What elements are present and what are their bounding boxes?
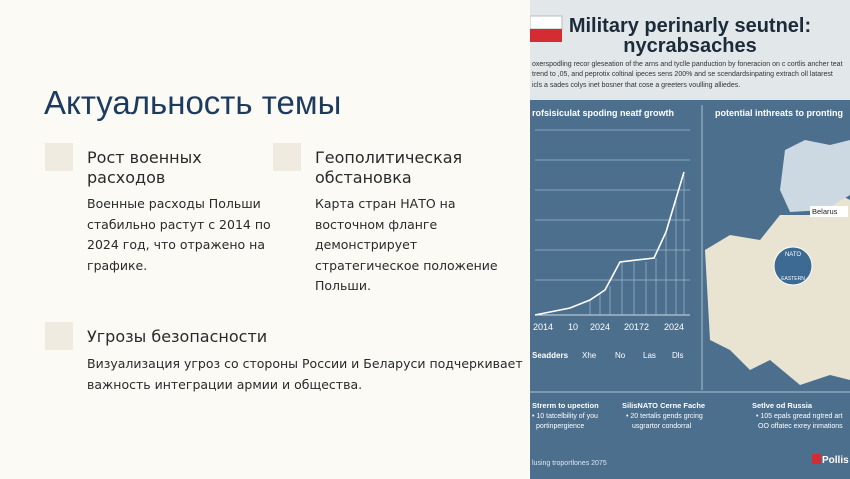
item-heading: Угрозы безопасности	[87, 327, 267, 347]
line: Карта стран НАТО на	[315, 196, 456, 211]
footer: lusing troportlones 2075	[532, 460, 607, 467]
info-title: nycrabsaches	[623, 35, 756, 57]
map-label: NATO	[785, 252, 801, 258]
col-title: SilisNATO Cerne Fache	[622, 401, 705, 410]
legend: Xhe	[582, 351, 597, 360]
map-label: EASTERN	[781, 276, 805, 282]
intro: trend to ,05, and peprotix coltinal ipec…	[532, 71, 833, 78]
intro: icls a sades colys inet bosner that cose…	[532, 82, 740, 89]
line: Рост военных	[87, 148, 202, 167]
label-bg	[810, 206, 848, 217]
line: демонстрирует	[315, 237, 418, 252]
line: стратегическое положение	[315, 257, 498, 273]
legend: Dls	[672, 351, 684, 360]
line: Польши.	[315, 278, 371, 293]
line: обстановка	[315, 168, 412, 187]
map-label: Belarus	[812, 207, 838, 216]
line: графике.	[87, 257, 148, 273]
legend: Seadders	[532, 351, 569, 360]
x-label: 2024	[590, 322, 610, 332]
flag	[530, 29, 562, 42]
logo: Pollis	[822, 455, 849, 466]
line: важность интеграции армии и общества.	[87, 376, 363, 392]
panel-title: potential inthreats to pronting	[715, 108, 843, 118]
map	[705, 195, 850, 385]
col-line: • 10 tatcelbility of you	[532, 413, 598, 420]
chart-line	[534, 171, 685, 316]
x-label: 10	[568, 322, 578, 332]
chart-grid	[535, 129, 690, 316]
col-line: portinpergience	[536, 423, 584, 430]
panel-title: rofsisiculat spoding neatf growth	[532, 108, 674, 118]
item-body: Визуализация угроз со стороны России и Б…	[87, 354, 523, 395]
intro: oxerspodling recor gleseation of the arn…	[532, 61, 843, 68]
col-line: • 20 tertalis gends grcing	[626, 413, 703, 420]
col-line: OO offatec exrey inmations	[758, 423, 843, 430]
col-title: Setlve od Russia	[752, 401, 813, 410]
legend: Las	[643, 351, 656, 360]
item-body: Военные расходы Польши стабильно растут с…	[87, 194, 271, 276]
line: Военные расходы Польши	[87, 196, 261, 211]
logo-mark	[812, 454, 821, 464]
line: восточном фланге	[315, 216, 438, 232]
line: расходов	[87, 168, 166, 187]
col-line: • 105 epals gread ngtred art	[756, 413, 843, 420]
x-label: 2014	[533, 322, 553, 332]
slide-title: Актуальность темы	[44, 84, 342, 121]
line: Визуализация угроз со стороны России и Б…	[87, 356, 523, 371]
line: 2024 год, что отражено на	[87, 237, 265, 252]
flag	[530, 15, 563, 30]
item-body: Карта стран НАТО на восточном фланге демон…	[315, 194, 498, 297]
icon	[45, 322, 73, 350]
info-title: Military perinarly seutnel:	[569, 15, 811, 37]
header-bg	[530, 0, 850, 100]
col-title: Strerm to upection	[532, 401, 599, 410]
item-heading: Геополитическая обстановка	[315, 148, 462, 188]
line: Угрозы безопасности	[87, 327, 268, 346]
map	[780, 140, 850, 212]
line: стабильно растут с 2014 по	[87, 216, 271, 232]
col-line: usgrartor condorral	[632, 423, 692, 430]
x-label: 2024	[664, 322, 684, 332]
line: Геополитическая	[315, 148, 463, 167]
x-label: 20172	[624, 322, 649, 332]
infographic: Military perinarly seutnel: nycrabsaches…	[530, 0, 850, 479]
legend: No	[615, 351, 626, 360]
icon	[273, 143, 301, 171]
icon	[45, 143, 73, 171]
item-heading: Рост военных расходов	[87, 148, 202, 188]
nato-badge	[773, 246, 813, 286]
